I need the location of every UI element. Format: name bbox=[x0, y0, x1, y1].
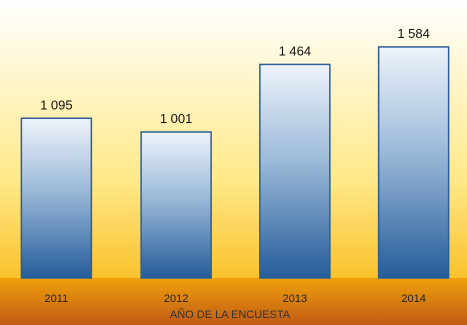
value-label-2011: 1 095 bbox=[40, 97, 73, 112]
value-labels: 1 095 1 001 1 464 1 584 bbox=[40, 26, 430, 126]
x-axis-title: AÑO DE LA ENCUESTA bbox=[170, 308, 291, 321]
x-axis-band bbox=[0, 278, 467, 325]
tick-label-2012: 2012 bbox=[164, 293, 188, 305]
bar-2014 bbox=[377, 46, 450, 279]
value-label-2012: 1 001 bbox=[160, 111, 193, 126]
bar-2012 bbox=[140, 131, 212, 279]
tick-label-2011: 2011 bbox=[45, 293, 69, 305]
tick-label-2013: 2013 bbox=[283, 293, 307, 305]
value-label-2013: 1 464 bbox=[279, 43, 312, 58]
bars bbox=[20, 46, 450, 279]
tick-label-2014: 2014 bbox=[401, 293, 425, 305]
bar-2011 bbox=[20, 117, 93, 279]
value-label-2014: 1 584 bbox=[397, 26, 430, 41]
x-tick-labels: 2011 2012 2013 2014 bbox=[45, 293, 426, 305]
bar-2013 bbox=[259, 63, 331, 279]
